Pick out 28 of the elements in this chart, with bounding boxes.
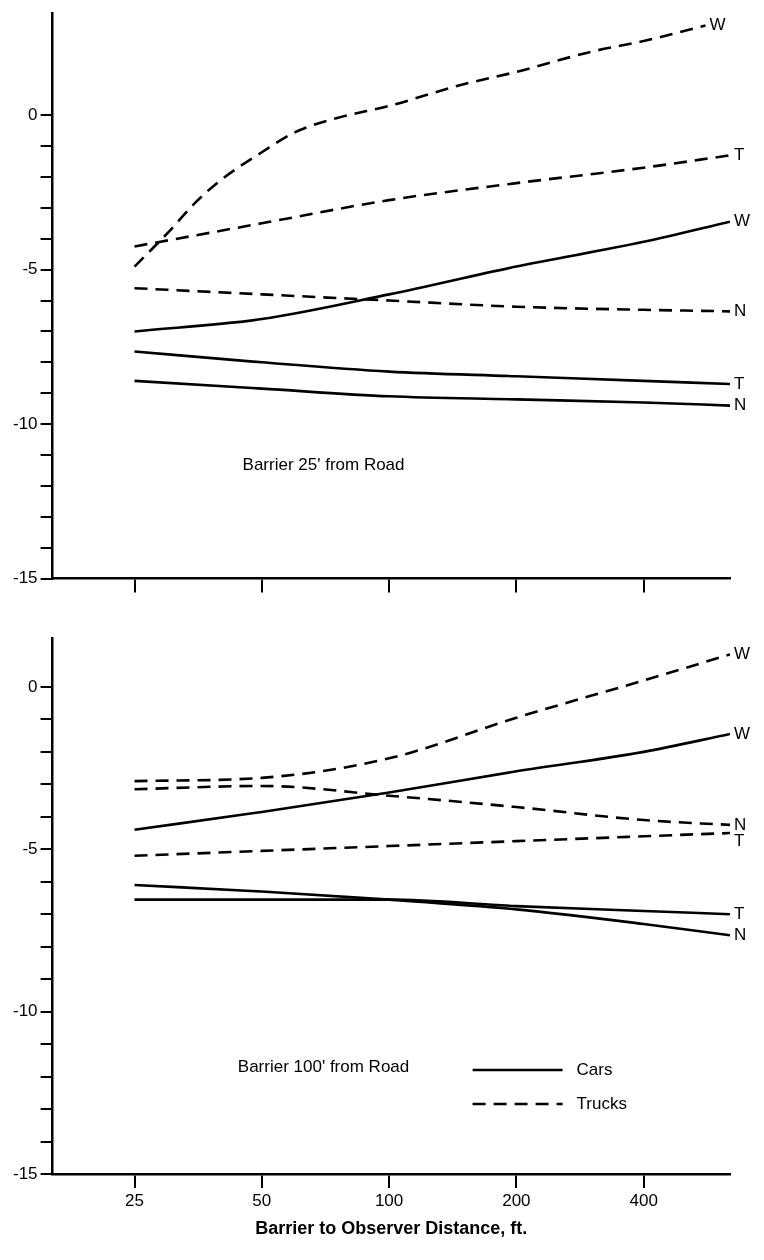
series-label: T bbox=[734, 373, 745, 393]
series-label: N bbox=[734, 925, 747, 945]
x-tick-label: 25 bbox=[125, 1190, 144, 1210]
text: Barrier 100' from Road bbox=[237, 1056, 410, 1076]
x-tick-label: 400 bbox=[629, 1190, 658, 1210]
annotation: Trucks bbox=[576, 1093, 627, 1113]
x-tick-label: 50 bbox=[252, 1190, 272, 1210]
y-tick-label: -5 bbox=[22, 838, 38, 858]
y-tick-label: -10 bbox=[12, 1001, 38, 1021]
series-label: W bbox=[734, 644, 751, 664]
series-label: T bbox=[734, 903, 745, 923]
annotation: Cars bbox=[576, 1059, 613, 1079]
x-tick-label: 200 bbox=[502, 1190, 531, 1210]
y-tick-label: 0 bbox=[28, 676, 38, 696]
series-label: W bbox=[709, 15, 726, 35]
series-label: N bbox=[734, 395, 747, 415]
x-tick-label: 100 bbox=[374, 1190, 404, 1210]
text: Barrier 25' from Road bbox=[242, 455, 405, 475]
series-label: W bbox=[734, 211, 751, 231]
y-tick-label: -5 bbox=[22, 259, 38, 279]
y-tick-label: -15 bbox=[12, 568, 38, 588]
y-tick-label: -15 bbox=[12, 1163, 38, 1183]
y-tick-label: -10 bbox=[12, 413, 38, 433]
y-tick-label: 0 bbox=[28, 104, 38, 124]
series-label: T bbox=[734, 145, 745, 165]
x-axis-title: Barrier to Observer Distance, ft. bbox=[255, 1218, 528, 1239]
series-label: N bbox=[734, 301, 747, 321]
series-label: W bbox=[734, 723, 751, 743]
